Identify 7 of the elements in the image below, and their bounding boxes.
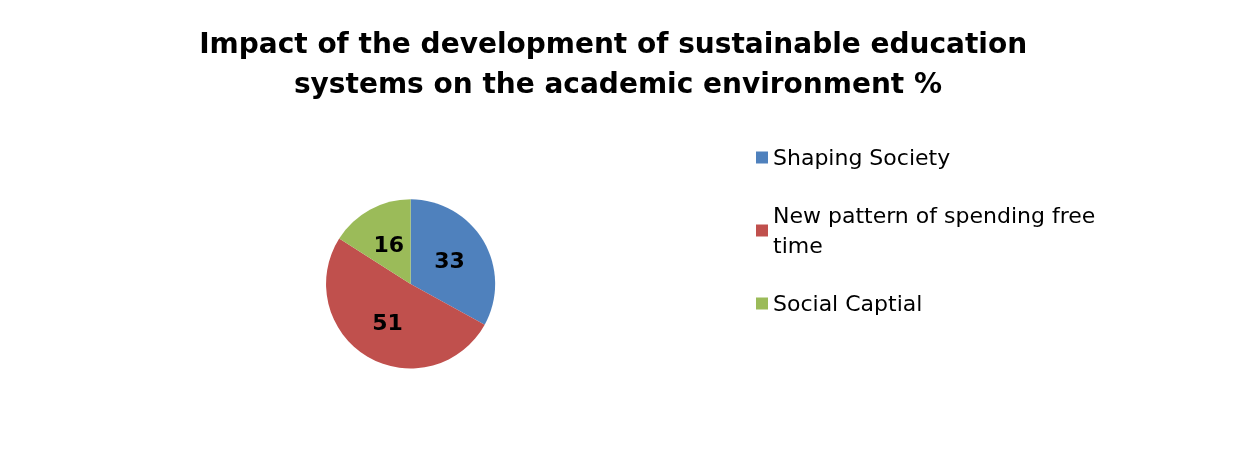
data-label: 51 bbox=[372, 310, 403, 336]
data-label: 16 bbox=[373, 231, 405, 257]
data-label: 33 bbox=[434, 248, 465, 274]
legend-label: Social Captial bbox=[773, 291, 923, 316]
legend-label: New pattern of spending free time bbox=[773, 203, 1103, 258]
legend-label: Shaping Society bbox=[773, 145, 951, 170]
chart-title: Impact of the development of sustainable education systems on the academic environment % bbox=[199, 26, 1037, 100]
